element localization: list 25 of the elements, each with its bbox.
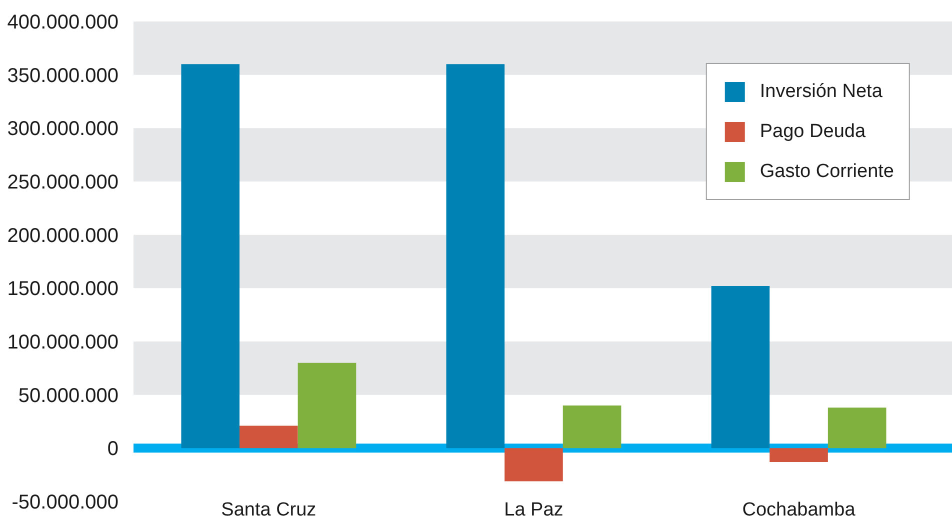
y-tick-label: -50.000.000 — [12, 492, 119, 514]
y-tick-label: 50.000.000 — [18, 384, 119, 407]
x-tick-label: La Paz — [504, 500, 564, 520]
legend-label: Inversión Neta — [760, 80, 882, 102]
bar — [446, 64, 505, 448]
bar — [828, 408, 886, 448]
x-tick-label: Santa Cruz — [221, 500, 316, 520]
y-tick-label: 350.000.000 — [7, 64, 119, 87]
bar — [181, 64, 240, 448]
bar — [298, 362, 356, 448]
legend-label: Pago Deuda — [760, 120, 866, 142]
y-tick-label: 400.000.000 — [7, 12, 119, 34]
legend-label: Gasto Corriente — [760, 160, 894, 182]
bar — [504, 448, 563, 482]
bar — [562, 406, 622, 448]
y-tick-label: 200.000.000 — [7, 224, 119, 247]
y-tick-label: 250.000.000 — [7, 172, 119, 194]
y-tick-label: 0 — [107, 438, 118, 460]
y-tick-label: 150.000.000 — [7, 278, 119, 300]
x-tick-label: Cochabamba — [742, 500, 856, 520]
bar — [240, 426, 298, 448]
y-tick-label: 100.000.000 — [7, 332, 119, 354]
bar — [770, 448, 828, 462]
y-tick-label: 300.000.000 — [7, 118, 119, 140]
bar — [711, 286, 770, 448]
